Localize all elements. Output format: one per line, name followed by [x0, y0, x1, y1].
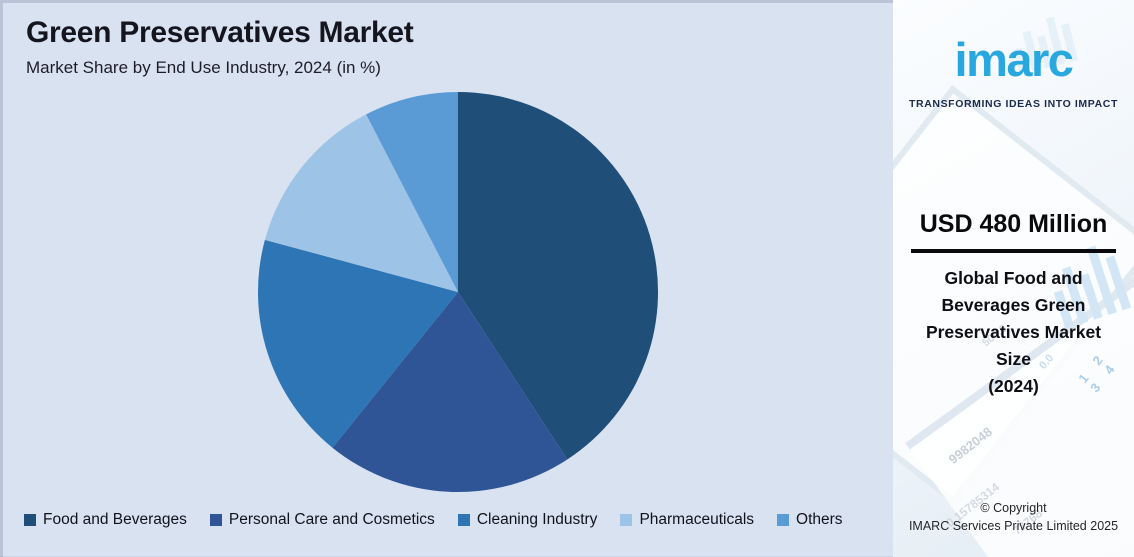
- pie-slice-cleaning-industry: [257, 239, 458, 448]
- copyright-line: © Copyright: [980, 501, 1047, 515]
- chart-panel: Green Preservatives Market Market Share …: [24, 16, 843, 529]
- legend-item-food-and-beverages: Food and Beverages: [24, 511, 187, 529]
- legend-swatch-icon: [209, 514, 222, 526]
- pie-slice-personal-care-and-cosmetics: [332, 292, 568, 493]
- watermark-number: 9982048: [945, 424, 995, 467]
- stat-label-line: Beverages Green: [941, 295, 1086, 315]
- stat-label-line: (2024): [988, 376, 1039, 396]
- pie-slice-others: [366, 92, 458, 292]
- imarc-logo-block: imarc TRANSFORMING IDEAS INTO IMPACT: [893, 22, 1134, 110]
- legend-label: Cleaning Industry: [476, 511, 598, 528]
- page-title: Green Preservatives Market: [26, 16, 414, 49]
- copyright-notice: © Copyright IMARC Services Private Limit…: [893, 499, 1134, 535]
- legend-swatch-icon: [620, 514, 633, 526]
- legend-swatch-icon: [457, 514, 470, 526]
- stat-label-line: Global Food and: [944, 268, 1083, 288]
- legend-swatch-icon: [24, 514, 36, 526]
- legend-label: Personal Care and Cosmetics: [228, 511, 435, 528]
- page-subtitle: Market Share by End Use Industry, 2024 (…: [26, 58, 381, 77]
- legend: Food and Beverages Personal Care and Cos…: [24, 511, 843, 529]
- stat-label-line: Size: [995, 349, 1032, 369]
- legend-label: Pharmaceuticals: [639, 511, 755, 528]
- imarc-tagline: TRANSFORMING IDEAS INTO IMPACT: [909, 98, 1118, 111]
- legend-label: Food and Beverages: [43, 511, 187, 528]
- brand-sidebar: 9982048 0.15785314 72768 1 2 3 4 500.0 0…: [893, 0, 1134, 557]
- legend-item-others: Others: [777, 511, 843, 529]
- legend-item-pharmaceuticals: Pharmaceuticals: [620, 511, 754, 529]
- pie-slice-pharmaceuticals: [264, 114, 458, 292]
- pie-slice-food-and-beverages: [458, 92, 659, 460]
- legend-item-cleaning-industry: Cleaning Industry: [457, 511, 598, 529]
- stat-label: Global Food and Beverages Green Preserva…: [907, 265, 1120, 400]
- legend-swatch-icon: [777, 514, 790, 526]
- pie-chart: [248, 82, 668, 502]
- legend-item-personal-care-and-cosmetics: Personal Care and Cosmetics: [209, 511, 435, 529]
- copyright-line: IMARC Services Private Limited 2025: [908, 519, 1119, 533]
- stat-divider: [911, 249, 1116, 253]
- legend-label: Others: [796, 511, 843, 528]
- stat-value: USD 480 Million: [919, 210, 1108, 238]
- stat-label-line: Preservatives Market: [925, 322, 1102, 342]
- market-size-stat: USD 480 Million Global Food and Beverage…: [907, 210, 1120, 400]
- pie-chart-svg: [257, 92, 659, 493]
- imarc-logo: imarc: [954, 33, 1074, 86]
